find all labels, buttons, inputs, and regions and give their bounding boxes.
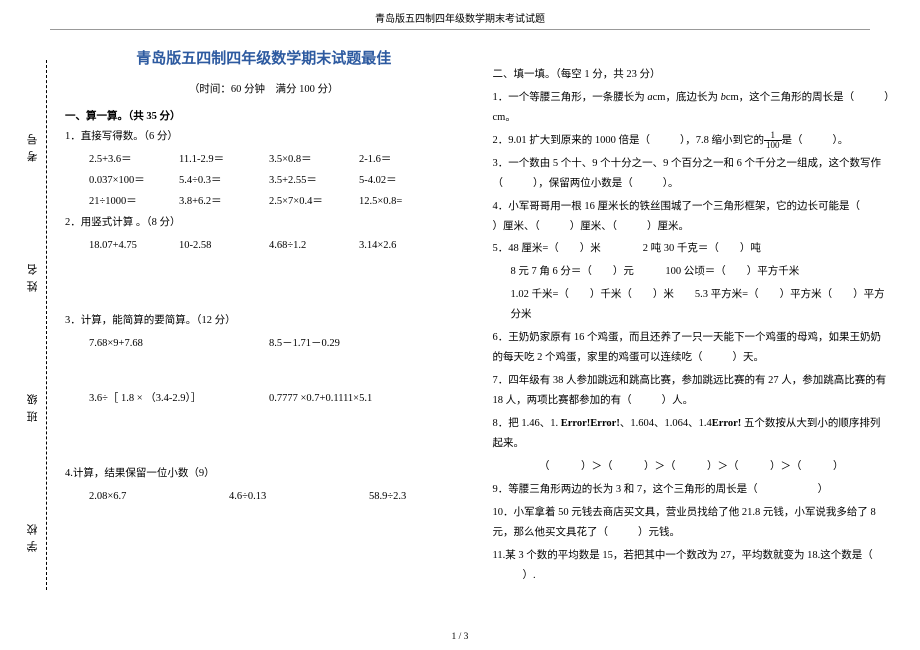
- text: ）。: [833, 135, 849, 146]
- page-header: 青岛版五四制四年级数学期末考试试题: [50, 0, 870, 30]
- text: 5．48 厘米=（ ）米: [493, 243, 601, 254]
- fill-q1: 1．一个等腰三角形，一条腰长为 acm，底边长为 bcm，这个三角形的周长是（）…: [493, 88, 891, 128]
- fraction: 1100: [764, 131, 782, 150]
- text: 9．等腰三角形两边的长为 3 和 7，这个三角形的周长是（: [493, 484, 758, 495]
- text: ）厘米。: [647, 221, 689, 232]
- text: Error!: [712, 418, 742, 429]
- text: ）元钱。: [638, 527, 680, 538]
- fill-q7: 7．四年级有 38 人参加跳远和跳高比赛，参加跳远比赛的有 27 人，参加跳高比…: [493, 371, 891, 411]
- binding-label-class: 班级: [25, 388, 41, 422]
- text: 4．小军哥哥用一根 16 厘米长的铁丝围城了一个三角形框架，它的边长可能是（: [493, 201, 861, 212]
- main-content: 考号 姓名 班级 学校 青岛版五四制四年级数学期末试题最佳 （时间：60 分钟 …: [0, 30, 920, 600]
- expr: 7.68×9+7.68: [89, 334, 269, 354]
- expr: 2.08×6.7: [89, 487, 229, 507]
- text: 、1.604、1.064、1.4: [620, 418, 712, 429]
- fill-q10: 10．小军拿着 50 元钱去商店买文具，营业员找给了他 21.8 元钱，小军说我…: [493, 503, 891, 543]
- text: 1．一个等腰三角形，一条腰长为: [493, 92, 648, 103]
- text: 8 元 7 角 6 分＝（ ）元: [511, 266, 634, 277]
- columns: 青岛版五四制四年级数学期末试题最佳 （时间：60 分钟 满分 100 分） 一、…: [65, 30, 890, 600]
- text: 10．小军拿着 50 元钱去商店买文具，营业员找给了他 21.8 元钱，小军说我…: [493, 507, 876, 538]
- calc-row-5: 7.68×9+7.68 8.5－1.71－0.29: [65, 334, 463, 354]
- q3-label: 3．计算，能简算的要简算。（12 分）: [65, 311, 463, 331]
- text: ），保留两位小数是（: [533, 178, 633, 189]
- column-left: 青岛版五四制四年级数学期末试题最佳 （时间：60 分钟 满分 100 分） 一、…: [65, 45, 463, 600]
- text: cm，底边长为: [653, 92, 721, 103]
- calc-row-7: 2.08×6.7 4.6÷0.13 58.9÷2.3: [65, 487, 463, 507]
- expr: 58.9÷2.3: [369, 487, 459, 507]
- text: ）。: [663, 178, 679, 189]
- text: ）.: [523, 570, 536, 581]
- text: 100 公顷＝（ ）平方千米: [665, 266, 799, 277]
- text: ）天。: [733, 352, 765, 363]
- expr: 4.6÷0.13: [229, 487, 369, 507]
- expr: 3.14×2.6: [359, 236, 449, 256]
- expr: 2.5×7×0.4＝: [269, 192, 359, 212]
- text: 1.02 千米=（ ）千米（ ）米 5.3 平方米=（ ）平方米（ ）平方分米: [511, 289, 885, 320]
- text: cm，这个三角形的周长是（: [726, 92, 854, 103]
- binding-labels: 考号 姓名 班级 学校: [0, 80, 65, 600]
- expr: 3.8+6.2＝: [179, 192, 269, 212]
- fill-q3: 3．一个数由 5 个十、9 个十分之一、9 个百分之一和 6 个千分之一组成，这…: [493, 154, 891, 194]
- expr: 2-1.6＝: [359, 150, 449, 170]
- exam-subtitle: （时间：60 分钟 满分 100 分）: [65, 80, 463, 100]
- expr: 2.5+3.6＝: [89, 150, 179, 170]
- binding-dashed-line: [46, 60, 47, 590]
- expr: 18.07+4.75: [89, 236, 179, 256]
- expr: 21÷1000＝: [89, 192, 179, 212]
- exam-title: 青岛版五四制四年级数学期末试题最佳: [65, 45, 463, 74]
- binding-edge: 考号 姓名 班级 学校: [0, 30, 65, 600]
- text: ）厘米、（: [493, 221, 540, 232]
- text: 2 吨 30 千克＝（ ）吨: [643, 243, 761, 254]
- expr: 3.5+2.55＝: [269, 171, 359, 191]
- calc-row-6: 3.6÷［ 1.8 × （3.4-2.9）］ 0.7777 ×0.7+0.111…: [65, 389, 463, 409]
- expr: 5.4÷0.3＝: [179, 171, 269, 191]
- calc-row-4: 18.07+4.75 10-2.58 4.68÷1.2 3.14×2.6: [65, 236, 463, 256]
- text: Error!Error!: [561, 418, 620, 429]
- text: 11.某 3 个数的平均数是 15，若把其中一个数改为 27，平均数就变为 18…: [493, 550, 873, 561]
- text: ），7.8 缩小到它的: [680, 135, 764, 146]
- text: ）人。: [662, 395, 694, 406]
- page-footer: 1 / 3: [0, 632, 920, 642]
- calc-row-1: 2.5+3.6＝ 11.1-2.9＝ 3.5×0.8＝ 2-1.6＝: [65, 150, 463, 170]
- expr: 3.5×0.8＝: [269, 150, 359, 170]
- calc-row-3: 21÷1000＝ 3.8+6.2＝ 2.5×7×0.4＝ 12.5×0.8=: [65, 192, 463, 212]
- expr: 4.68÷1.2: [269, 236, 359, 256]
- text: ）厘米、（: [570, 221, 617, 232]
- text: ）: [818, 484, 829, 495]
- text: 2．9.01 扩大到原来的 1000 倍是（: [493, 135, 651, 146]
- denominator: 100: [764, 141, 782, 150]
- fill-q5c: 1.02 千米=（ ）千米（ ）米 5.3 平方米=（ ）平方米（ ）平方分米: [493, 285, 891, 325]
- text: 8．把 1.46、1.: [493, 418, 561, 429]
- binding-label-name: 姓名: [25, 258, 41, 292]
- q1-label: 1．直接写得数。（6 分）: [65, 127, 463, 147]
- binding-label-school: 学校: [25, 518, 41, 552]
- text: 是（: [782, 135, 803, 146]
- expr: 8.5－1.71－0.29: [269, 334, 359, 354]
- column-right: 二、填一填。（每空 1 分，共 23 分） 1．一个等腰三角形，一条腰长为 ac…: [493, 45, 891, 600]
- expr: 0.037×100＝: [89, 171, 179, 191]
- fill-q6: 6．王奶奶家原有 16 个鸡蛋，而且还养了一只一天能下一个鸡蛋的母鸡，如果王奶奶…: [493, 328, 891, 368]
- q2-label: 2．用竖式计算 。（8 分）: [65, 213, 463, 233]
- expr: 5-4.02＝: [359, 171, 449, 191]
- fill-q5a: 5．48 厘米=（ ）米 2 吨 30 千克＝（ ）吨: [493, 239, 891, 259]
- fill-q8-order: （ ）＞（ ）＞（ ）＞（ ）＞（ ）: [493, 457, 891, 477]
- fill-q8: 8．把 1.46、1. Error!Error!、1.604、1.064、1.4…: [493, 414, 891, 454]
- expr: 10-2.58: [179, 236, 269, 256]
- binding-label-exam-id: 考号: [25, 128, 41, 162]
- section-2-head: 二、填一填。（每空 1 分，共 23 分）: [493, 65, 891, 85]
- expr: 11.1-2.9＝: [179, 150, 269, 170]
- q4-label: 4.计算，结果保留一位小数（9）: [65, 464, 463, 484]
- expr: 12.5×0.8=: [359, 192, 449, 212]
- calc-row-2: 0.037×100＝ 5.4÷0.3＝ 3.5+2.55＝ 5-4.02＝: [65, 171, 463, 191]
- header-text: 青岛版五四制四年级数学期末考试试题: [375, 14, 545, 25]
- expr: 3.6÷［ 1.8 × （3.4-2.9）］: [89, 389, 269, 409]
- expr: 0.7777 ×0.7+0.1111×5.1: [269, 389, 372, 409]
- fill-q5b: 8 元 7 角 6 分＝（ ）元 100 公顷＝（ ）平方千米: [493, 262, 891, 282]
- section-1-head: 一、算一算。（共 35 分）: [65, 107, 463, 127]
- fill-q2: 2．9.01 扩大到原来的 1000 倍是（ ），7.8 缩小到它的1100是（ ）…: [493, 131, 891, 151]
- text: 6．王奶奶家原有 16 个鸡蛋，而且还养了一只一天能下一个鸡蛋的母鸡，如果王奶奶…: [493, 332, 882, 363]
- fill-q4: 4．小军哥哥用一根 16 厘米长的铁丝围城了一个三角形框架，它的边长可能是（ ）厘…: [493, 197, 891, 237]
- fill-q11: 11.某 3 个数的平均数是 15，若把其中一个数改为 27，平均数就变为 18…: [493, 546, 891, 586]
- fill-q9: 9．等腰三角形两边的长为 3 和 7，这个三角形的周长是（ ）: [493, 480, 891, 500]
